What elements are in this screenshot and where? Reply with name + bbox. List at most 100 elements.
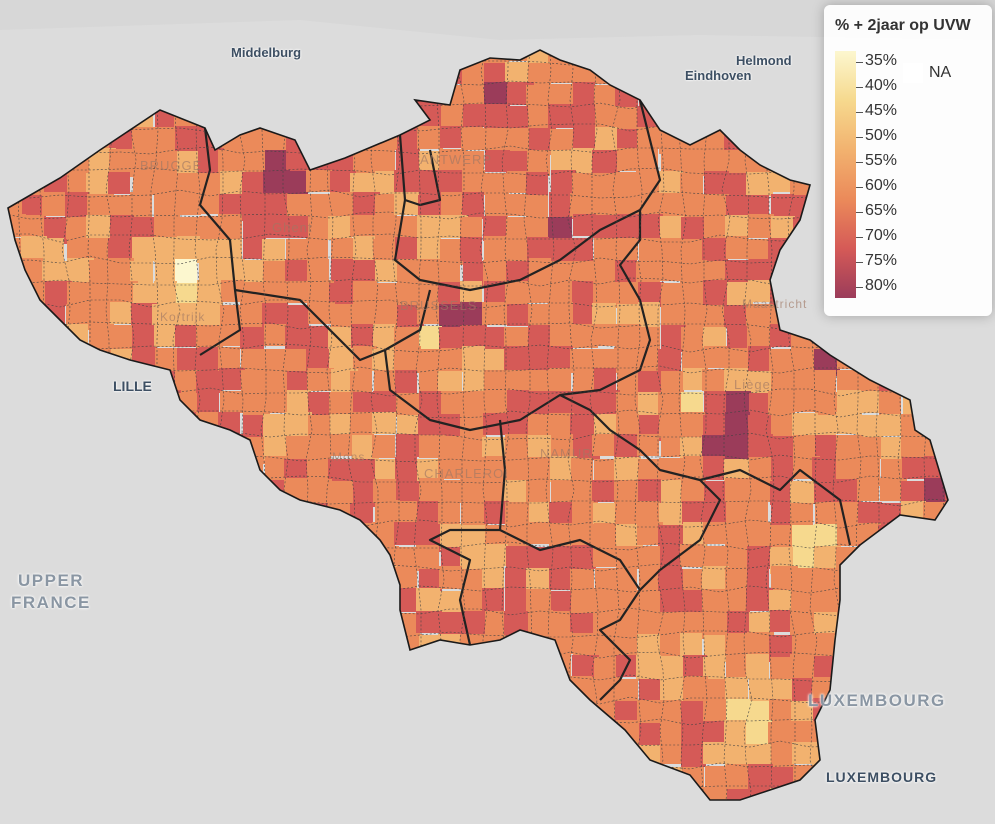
municipality-cell[interactable] [307,368,334,391]
municipality-cell[interactable] [505,281,528,306]
municipality-cell[interactable] [573,261,597,283]
municipality-cell[interactable] [506,370,529,392]
municipality-cell[interactable] [285,327,308,350]
municipality-cell[interactable] [507,390,529,413]
municipality-cell[interactable] [570,414,595,439]
municipality-cell[interactable] [747,546,772,569]
municipality-cell[interactable] [506,217,528,243]
municipality-cell[interactable] [484,456,509,479]
municipality-cell[interactable] [658,349,681,375]
municipality-cell[interactable] [438,456,464,479]
municipality-cell[interactable] [441,547,464,570]
municipality-cell[interactable] [548,217,572,242]
municipality-cell[interactable] [636,327,660,350]
municipality-cell[interactable] [747,326,771,349]
municipality-cell[interactable] [395,457,417,484]
municipality-cell[interactable] [154,193,180,218]
municipality-cell[interactable] [727,789,753,811]
municipality-cell[interactable] [287,194,310,217]
municipality-cell[interactable] [573,633,595,655]
municipality-cell[interactable] [746,480,772,502]
municipality-cell[interactable] [526,195,548,220]
municipality-cell[interactable] [396,481,419,507]
municipality-cell[interactable] [791,390,816,412]
municipality-cell[interactable] [749,679,771,706]
municipality-cell[interactable] [154,237,179,262]
municipality-cell[interactable] [199,259,222,282]
municipality-cell[interactable] [306,170,332,192]
municipality-cell[interactable] [419,478,444,502]
municipality-cell[interactable] [746,172,773,196]
municipality-cell[interactable] [375,260,400,282]
municipality-cell[interactable] [790,610,814,635]
municipality-cell[interactable] [791,590,813,612]
municipality-cell[interactable] [417,215,441,240]
municipality-cell[interactable] [638,479,661,506]
municipality-cell[interactable] [438,371,462,393]
municipality-cell[interactable] [484,104,508,131]
municipality-cell[interactable] [769,699,791,726]
municipality-cell[interactable] [243,415,265,441]
municipality-cell[interactable] [636,655,661,681]
municipality-cell[interactable] [460,547,483,571]
municipality-cell[interactable] [681,412,705,439]
municipality-cell[interactable] [615,590,640,615]
municipality-cell[interactable] [286,171,308,194]
municipality-cell[interactable] [506,546,532,568]
municipality-cell[interactable] [551,434,573,461]
municipality-cell[interactable] [329,434,355,456]
municipality-cell[interactable] [660,216,684,239]
municipality-cell[interactable] [462,611,485,636]
municipality-cell[interactable] [660,193,682,220]
municipality-cell[interactable] [330,171,356,194]
municipality-cell[interactable] [814,612,837,634]
municipality-cell[interactable] [615,701,638,726]
municipality-cell[interactable] [482,544,508,566]
municipality-cell[interactable] [506,194,528,216]
municipality-cell[interactable] [680,173,703,198]
municipality-cell[interactable] [439,304,462,331]
municipality-cell[interactable] [727,150,749,174]
municipality-cell[interactable] [659,503,684,525]
municipality-cell[interactable] [372,148,395,175]
municipality-cell[interactable] [373,283,396,308]
municipality-cell[interactable] [727,611,750,634]
municipality-cell[interactable] [460,457,486,483]
municipality-cell[interactable] [460,325,487,348]
municipality-cell[interactable] [726,654,749,679]
municipality-cell[interactable] [441,105,465,127]
municipality-cell[interactable] [197,280,223,305]
municipality-cell[interactable] [417,237,441,262]
municipality-cell[interactable] [330,414,354,436]
municipality-cell[interactable] [416,611,442,633]
municipality-cell[interactable] [748,280,771,302]
municipality-cell[interactable] [21,236,47,258]
municipality-cell[interactable] [702,238,728,264]
municipality-cell[interactable] [881,414,906,436]
municipality-cell[interactable] [419,391,444,416]
municipality-cell[interactable] [702,566,729,590]
municipality-cell[interactable] [660,679,685,703]
municipality-cell[interactable] [549,368,571,392]
municipality-cell[interactable] [506,151,530,174]
municipality-cell[interactable] [351,324,376,348]
municipality-cell[interactable] [263,390,289,413]
municipality-cell[interactable] [790,481,814,504]
municipality-cell[interactable] [331,259,353,286]
municipality-cell[interactable] [307,259,329,283]
municipality-cell[interactable] [549,238,571,265]
municipality-cell[interactable] [790,654,817,680]
municipality-cell[interactable] [637,434,659,456]
municipality-cell[interactable] [615,568,637,593]
municipality-cell[interactable] [526,85,552,109]
municipality-cell[interactable] [572,501,594,528]
municipality-cell[interactable] [616,194,640,217]
municipality-cell[interactable] [526,589,551,611]
municipality-cell[interactable] [285,412,312,436]
municipality-cell[interactable] [725,260,749,286]
municipality-cell[interactable] [175,325,199,347]
municipality-cell[interactable] [549,346,573,370]
municipality-cell[interactable] [66,217,92,239]
municipality-cell[interactable] [793,547,817,570]
municipality-cell[interactable] [703,522,728,544]
